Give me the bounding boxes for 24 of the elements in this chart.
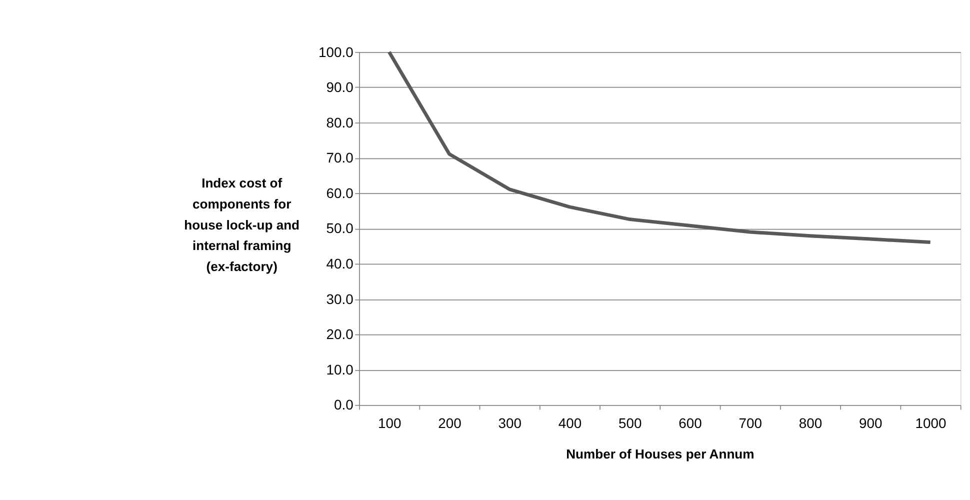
x-tick-label: 600 [678,415,702,432]
line-series [387,50,932,244]
y-tick-label: 70.0 [326,150,354,166]
x-tick-label: 100 [378,415,402,432]
x-tick-label: 200 [438,415,462,432]
x-tick-label: 700 [738,415,762,432]
x-tick-label: 1000 [915,415,947,432]
x-tick-label: 300 [498,415,522,432]
y-tick-label: 30.0 [326,290,354,307]
y-tick-label: 0.0 [334,396,354,413]
y-tick-label: 60.0 [326,184,354,201]
y-tick-label: 20.0 [326,326,354,342]
y-tick-label: 100.0 [318,44,354,60]
x-axis-title: Number of Houses per Annum [566,446,754,462]
x-tick-label: 500 [618,415,642,432]
x-tick-label: 400 [558,415,582,432]
x-tick-label: 800 [798,415,822,432]
y-tick-label: 10.0 [326,361,354,378]
y-tick-label: 50.0 [326,220,354,236]
y-tick-label: 90.0 [326,79,354,96]
y-tick-label: 40.0 [326,256,354,272]
y-axis-title: Index cost of components for house lock-up and internal framing (ex-factory) [184,175,300,274]
y-tick-label: 80.0 [326,114,354,130]
x-tick-label: 900 [859,415,883,432]
